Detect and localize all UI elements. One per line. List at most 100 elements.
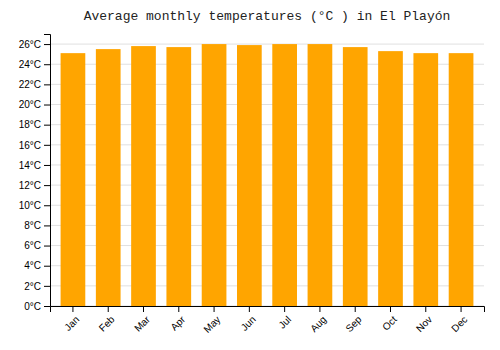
x-tick-mark (108, 306, 109, 312)
y-tick-label: 14°C (19, 160, 41, 171)
y-tick-mark (44, 165, 50, 166)
y-tick-label: 8°C (24, 220, 41, 231)
bar (202, 44, 227, 306)
y-tick: 8°C (24, 220, 50, 231)
x-tick-label: Apr (168, 313, 187, 332)
bar (413, 53, 438, 306)
bar (308, 44, 333, 306)
x-tick: Jan (62, 306, 81, 333)
bars (61, 44, 474, 306)
x-tick-mark (461, 306, 462, 312)
y-tick: 16°C (19, 140, 50, 151)
x-tick-mark (319, 306, 320, 312)
y-tick: 26°C (19, 39, 50, 50)
y-tick-label: 26°C (19, 39, 41, 50)
x-tick: Oct (380, 306, 399, 333)
y-tick-label: 22°C (19, 79, 41, 90)
x-tick-mark (390, 306, 391, 312)
y-axis: 0°C 2°C 4°C 6°C 8°C 10°C 12°C 14°C 16°C 18°C 20°C 2… (19, 35, 51, 312)
bar (61, 53, 86, 306)
y-tick: 0°C (24, 301, 50, 312)
bar (237, 45, 262, 306)
y-tick-label: 0°C (24, 301, 41, 312)
x-tick-label: Sep (343, 313, 364, 334)
y-tick-label: 18°C (19, 119, 41, 130)
x-tick-mark (178, 306, 179, 312)
plot: 0°C 2°C 4°C 6°C 8°C 10°C 12°C 14°C 16°C 18°C 20°C 2… (19, 35, 485, 335)
x-tick: Jul (276, 306, 293, 331)
chart: 0°C 2°C 4°C 6°C 8°C 10°C 12°C 14°C 16°C 18°C 20°C 2… (0, 0, 500, 350)
y-tick-mark (44, 125, 50, 126)
y-tick: 22°C (19, 79, 50, 90)
x-tick-mark (72, 306, 73, 312)
y-tick-mark (44, 84, 50, 85)
y-tick-mark (44, 64, 50, 65)
x-tick-label: Oct (380, 314, 399, 333)
x-tick-label: Feb (97, 313, 117, 333)
x-axis-line (51, 307, 485, 313)
y-tick-label: 24°C (19, 59, 41, 70)
y-tick-mark (44, 145, 50, 146)
y-tick-label: 16°C (19, 140, 41, 151)
x-axis: Jan Feb Mar Apr May Jun Jul Aug Sep Oct Nov Dec (51, 306, 485, 335)
y-tick-label: 10°C (19, 200, 41, 211)
y-tick-mark (44, 306, 50, 307)
y-tick-mark (44, 246, 50, 247)
x-tick-label: Aug (308, 314, 328, 334)
bar (166, 47, 191, 306)
x-tick: Jun (239, 306, 258, 333)
x-tick-mark (284, 306, 285, 312)
y-tick-mark (44, 44, 50, 45)
y-tick-label: 12°C (19, 180, 41, 191)
bar (272, 44, 297, 306)
y-axis-line (44, 35, 51, 307)
x-tick-label: May (201, 314, 222, 335)
x-tick-label: Dec (449, 314, 469, 334)
x-tick: Nov (414, 306, 434, 334)
x-tick: May (201, 306, 222, 335)
y-tick-label: 6°C (24, 240, 41, 251)
x-tick: Sep (343, 306, 364, 334)
x-tick-label: Jan (62, 314, 81, 333)
y-tick: 2°C (24, 281, 50, 292)
y-tick-mark (44, 205, 50, 206)
x-tick: Aug (308, 306, 328, 334)
grid (50, 44, 484, 306)
y-tick: 10°C (19, 200, 50, 211)
y-tick-mark (44, 185, 50, 186)
title: Average monthly temperatures (°C ) in El… (84, 9, 451, 24)
y-tick: 6°C (24, 240, 50, 251)
y-tick: 4°C (24, 260, 50, 271)
x-tick: Feb (97, 306, 117, 334)
y-tick: 12°C (19, 180, 50, 191)
bar (343, 47, 368, 306)
x-tick-mark (143, 306, 144, 312)
grid-line (50, 44, 484, 45)
bar (96, 49, 121, 306)
x-tick: Apr (168, 306, 187, 333)
bar (449, 53, 474, 306)
y-tick-mark (44, 225, 50, 226)
y-tick: 24°C (19, 59, 50, 70)
y-tick-mark (44, 266, 50, 267)
x-tick-mark (214, 306, 215, 312)
x-tick: Mar (132, 306, 152, 334)
bar (131, 46, 156, 306)
y-tick: 20°C (19, 99, 50, 110)
x-tick-mark (249, 306, 250, 312)
x-tick-label: Jul (276, 314, 293, 331)
y-tick-mark (44, 105, 50, 106)
y-tick-mark (44, 286, 50, 287)
bar (378, 51, 403, 306)
y-tick-label: 4°C (24, 260, 41, 271)
x-tick-mark (425, 306, 426, 312)
x-tick-mark (355, 306, 356, 312)
y-tick-label: 20°C (19, 99, 41, 110)
y-tick: 18°C (19, 119, 50, 130)
x-tick-label: Mar (132, 313, 152, 333)
y-tick: 14°C (19, 160, 50, 171)
x-tick-label: Nov (414, 314, 434, 334)
x-tick-label: Jun (239, 314, 258, 333)
x-tick: Dec (449, 306, 469, 334)
y-tick-label: 2°C (24, 281, 41, 292)
